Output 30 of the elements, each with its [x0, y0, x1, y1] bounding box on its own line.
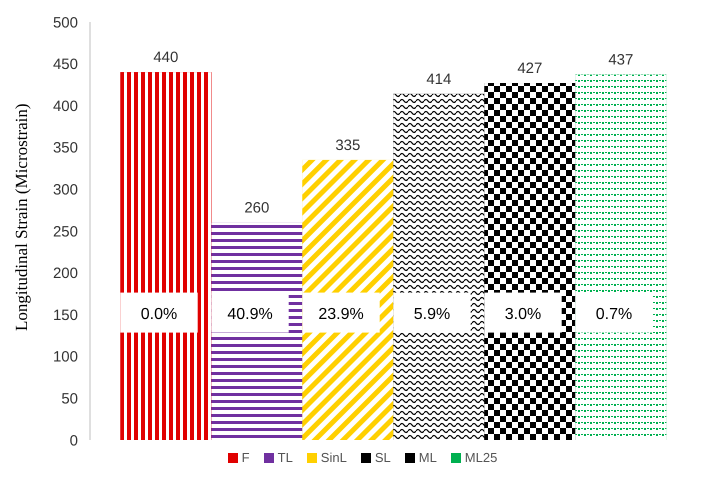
data-label: 335 — [335, 136, 360, 154]
y-tick-label: 450 — [52, 56, 78, 74]
data-label: 437 — [608, 52, 634, 69]
y-tick-label: 100 — [52, 348, 78, 366]
data-label: 414 — [426, 70, 452, 88]
y-tick-label: 350 — [52, 140, 78, 157]
annotation: 23.9% — [318, 306, 364, 324]
legend-label: TL — [278, 450, 293, 465]
legend-label: F — [242, 450, 250, 465]
legend-label: ML25 — [464, 450, 498, 465]
annotation: 5.9% — [414, 306, 450, 324]
y-axis-title: Longitudinal Strain (Microstrain) — [12, 103, 32, 331]
y-tick-label: 150 — [52, 306, 78, 324]
y-tick-label: 200 — [52, 265, 78, 282]
y-tick-label: 50 — [61, 390, 78, 408]
annotation: 40.9% — [227, 306, 273, 324]
y-tick-label: 250 — [52, 223, 78, 240]
data-label: 440 — [153, 49, 178, 66]
data-label: 260 — [244, 200, 270, 217]
legend-label: SL — [374, 450, 391, 465]
y-tick-label: 400 — [52, 98, 78, 115]
data-label: 427 — [517, 60, 542, 78]
annotation: 3.0% — [504, 306, 542, 324]
legend-label: SinL — [320, 450, 347, 465]
legend-label: ML — [418, 450, 437, 465]
y-tick-label: 0 — [70, 432, 78, 450]
y-tick-label: 500 — [52, 14, 78, 32]
annotation: 0.0% — [140, 306, 178, 324]
annotation: 0.7% — [596, 306, 632, 324]
y-tick-label: 300 — [52, 182, 78, 199]
